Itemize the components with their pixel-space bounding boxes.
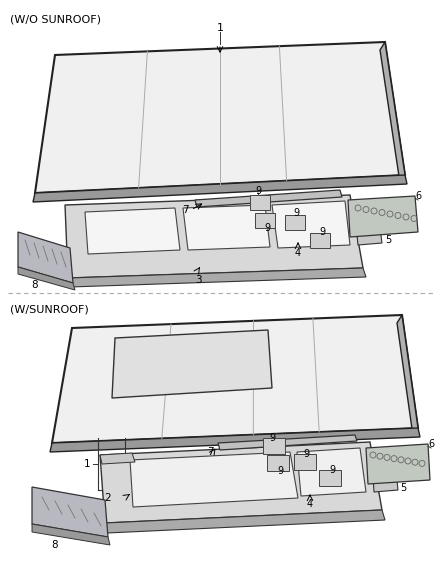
Text: 7: 7	[207, 447, 213, 457]
Text: 1: 1	[217, 23, 224, 33]
Text: 4: 4	[295, 248, 301, 258]
Text: 9: 9	[303, 449, 309, 459]
Polygon shape	[285, 215, 305, 230]
Polygon shape	[183, 205, 270, 250]
Polygon shape	[52, 315, 418, 443]
Polygon shape	[32, 524, 110, 545]
Polygon shape	[310, 233, 330, 248]
Text: 9: 9	[319, 227, 325, 237]
Text: 4: 4	[307, 499, 313, 509]
Polygon shape	[32, 487, 108, 537]
Polygon shape	[218, 435, 357, 450]
Polygon shape	[35, 42, 405, 193]
Polygon shape	[130, 452, 298, 507]
Polygon shape	[112, 330, 272, 398]
Polygon shape	[319, 470, 341, 486]
Polygon shape	[255, 212, 275, 227]
Text: 2: 2	[105, 493, 111, 503]
Text: 5: 5	[400, 483, 406, 493]
Polygon shape	[65, 195, 363, 278]
Text: 3: 3	[194, 275, 201, 285]
Polygon shape	[267, 455, 289, 471]
Polygon shape	[348, 196, 418, 237]
Text: 6: 6	[415, 191, 421, 201]
Text: 9: 9	[329, 465, 335, 475]
Polygon shape	[33, 175, 407, 202]
Text: 9: 9	[255, 186, 261, 196]
Polygon shape	[50, 428, 420, 452]
Polygon shape	[100, 442, 382, 523]
Polygon shape	[366, 444, 430, 484]
Polygon shape	[85, 208, 180, 254]
Text: 1: 1	[84, 459, 90, 469]
Polygon shape	[68, 268, 366, 287]
Polygon shape	[18, 232, 73, 283]
Text: (W/SUNROOF): (W/SUNROOF)	[10, 305, 89, 315]
Text: 9: 9	[264, 223, 270, 233]
Polygon shape	[297, 448, 366, 496]
Polygon shape	[195, 190, 342, 207]
Text: 7: 7	[182, 205, 188, 215]
Polygon shape	[355, 213, 382, 245]
Polygon shape	[100, 453, 135, 464]
Text: 9: 9	[293, 208, 299, 218]
Text: 9: 9	[269, 433, 275, 443]
Polygon shape	[105, 510, 385, 533]
Text: 6: 6	[428, 439, 434, 449]
Text: 8: 8	[32, 280, 38, 290]
Text: (W/O SUNROOF): (W/O SUNROOF)	[10, 14, 101, 24]
Polygon shape	[263, 438, 285, 454]
Text: 8: 8	[52, 540, 58, 550]
Polygon shape	[380, 42, 405, 183]
Polygon shape	[294, 454, 316, 470]
Polygon shape	[18, 267, 75, 290]
Polygon shape	[250, 195, 270, 209]
Text: 9: 9	[277, 466, 283, 476]
Polygon shape	[397, 315, 418, 436]
Polygon shape	[272, 201, 350, 248]
Text: 5: 5	[385, 235, 391, 245]
Polygon shape	[372, 460, 398, 492]
